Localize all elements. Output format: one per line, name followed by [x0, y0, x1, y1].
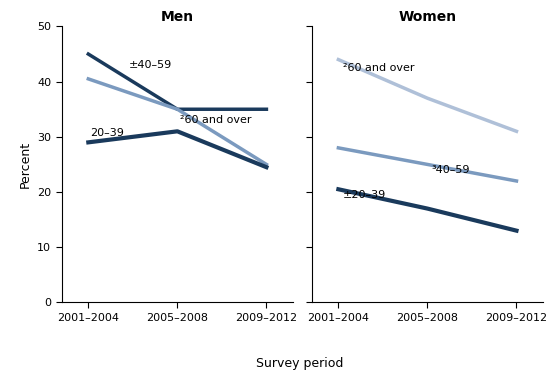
Text: ²60 and over: ²60 and over [343, 63, 414, 73]
Title: Men: Men [161, 10, 194, 24]
Text: 20–39: 20–39 [90, 128, 124, 138]
Text: ±40–59: ±40–59 [128, 60, 171, 70]
Text: ²60 and over: ²60 and over [180, 115, 251, 125]
Y-axis label: Percent: Percent [18, 141, 31, 188]
Text: ±20–39: ±20–39 [343, 189, 386, 200]
Text: Survey period: Survey period [256, 357, 343, 370]
Title: Women: Women [398, 10, 456, 24]
Text: ³40–59: ³40–59 [432, 165, 470, 175]
